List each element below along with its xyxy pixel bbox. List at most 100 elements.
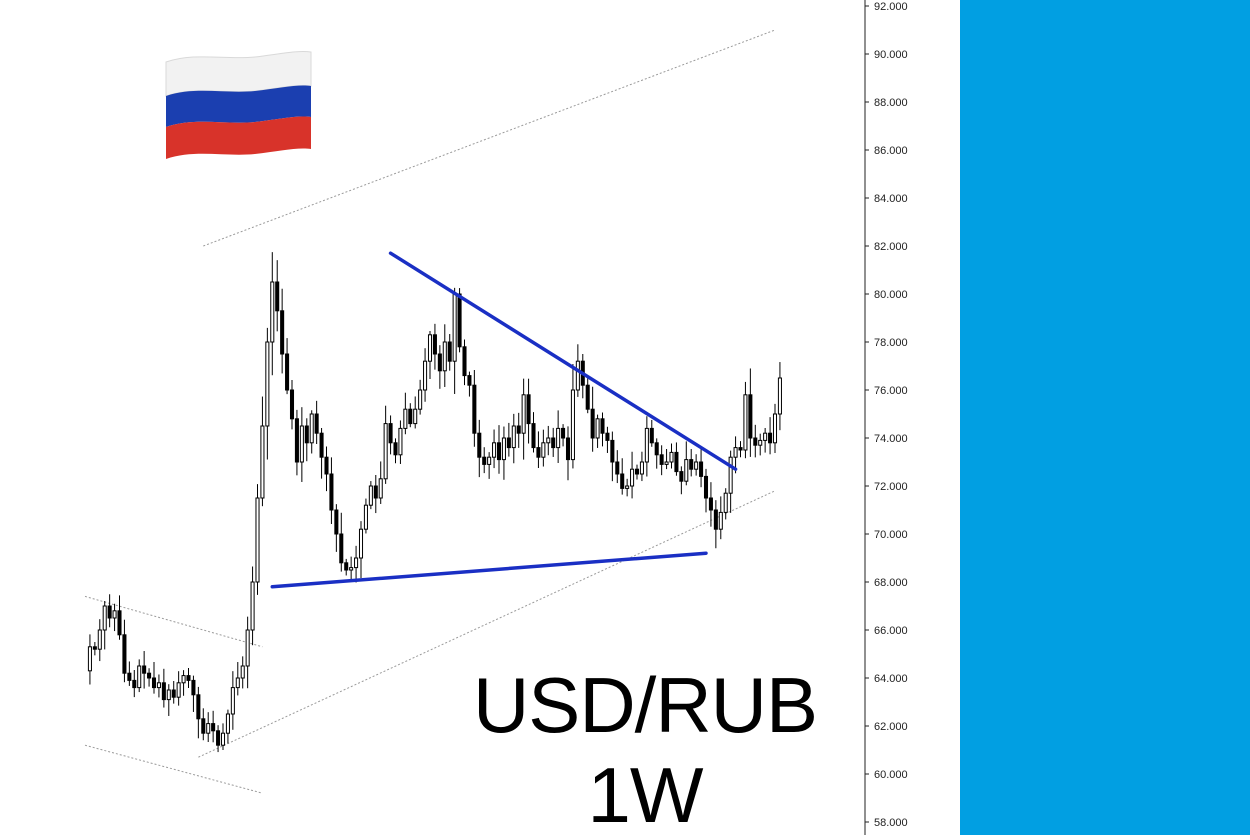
- candle: [679, 466, 684, 495]
- channel-line-1: [203, 29, 776, 247]
- channel-lines: [84, 29, 776, 794]
- candle: [161, 668, 166, 708]
- candle: [708, 482, 713, 527]
- candle: [501, 426, 506, 480]
- price-tick-label: 76.000: [874, 385, 908, 397]
- candle: [363, 498, 368, 534]
- resistance-trendline: [388, 251, 738, 471]
- candle: [600, 412, 605, 447]
- candle: [639, 451, 644, 482]
- price-tick-label: 60.000: [874, 769, 908, 781]
- candle: [452, 287, 457, 394]
- candle: [565, 426, 571, 481]
- channel-line-4: [84, 744, 263, 794]
- candle: [176, 671, 181, 706]
- candle: [255, 484, 260, 595]
- price-tick-label: 80.000: [874, 289, 908, 301]
- candle: [772, 403, 778, 454]
- candle: [142, 651, 147, 689]
- candle: [151, 662, 157, 694]
- candle: [334, 504, 339, 552]
- candle: [457, 288, 462, 353]
- candle: [487, 452, 492, 479]
- candle: [358, 521, 364, 578]
- price-axis: 92.000 90.000 88.000 86.000 84.000 82.000 80.0…: [864, 0, 908, 835]
- candle: [743, 381, 748, 459]
- pair-label: USD/RUB: [472, 661, 818, 749]
- candle: [220, 723, 226, 751]
- candle: [531, 412, 536, 453]
- candle: [339, 512, 344, 572]
- candle: [171, 680, 176, 704]
- candle: [285, 338, 290, 395]
- candle: [260, 396, 265, 507]
- candle: [122, 619, 127, 683]
- chart-title-overlay: USD/RUB 1W: [440, 660, 850, 840]
- price-tick-label: 62.000: [874, 721, 908, 733]
- candle: [304, 418, 309, 462]
- candle: [585, 375, 590, 414]
- candle: [270, 252, 275, 376]
- candle: [235, 662, 240, 696]
- candle: [329, 457, 334, 525]
- candle: [689, 449, 694, 477]
- candle: [87, 634, 92, 685]
- price-tick-label: 58.000: [874, 817, 908, 829]
- candle: [225, 709, 230, 744]
- candle: [206, 712, 211, 743]
- candle: [201, 708, 206, 741]
- candle: [314, 400, 319, 444]
- candle: [467, 371, 472, 397]
- candle: [181, 670, 186, 696]
- price-tick-label: 82.000: [874, 241, 908, 253]
- candles: [87, 252, 782, 753]
- candle: [699, 447, 704, 488]
- price-tick-label: 74.000: [874, 433, 908, 445]
- candle: [758, 433, 763, 456]
- side-panel: [960, 0, 1250, 835]
- candle: [684, 441, 689, 486]
- candle: [373, 474, 378, 514]
- candle: [216, 725, 221, 753]
- candle: [713, 500, 718, 549]
- russia-flag-icon: [165, 51, 312, 159]
- candle: [117, 595, 122, 640]
- candle: [768, 417, 773, 455]
- candle: [536, 431, 541, 468]
- candle: [289, 380, 295, 430]
- candle: [186, 668, 191, 688]
- candle: [265, 327, 270, 460]
- candle: [354, 545, 359, 583]
- candle: [245, 616, 250, 689]
- candle: [423, 348, 428, 402]
- candle: [275, 260, 280, 332]
- candle: [625, 478, 630, 497]
- price-tick-label: 64.000: [874, 673, 908, 685]
- candle: [432, 323, 437, 370]
- candle: [516, 412, 521, 448]
- candle: [388, 415, 393, 455]
- price-tick-label: 84.000: [874, 193, 908, 205]
- candle: [763, 428, 768, 453]
- candle: [408, 403, 413, 428]
- candle: [703, 468, 709, 513]
- candle: [718, 496, 723, 540]
- candle: [659, 445, 664, 476]
- candle: [590, 386, 595, 452]
- price-tick-label: 72.000: [874, 481, 908, 493]
- candle: [344, 558, 349, 576]
- candle: [728, 450, 733, 513]
- price-tick-label: 68.000: [874, 577, 908, 589]
- trendlines: [270, 251, 738, 589]
- candle: [383, 405, 388, 484]
- candle: [620, 458, 625, 495]
- candle: [230, 671, 235, 730]
- candle: [191, 675, 196, 712]
- candle: [526, 378, 531, 444]
- candle: [102, 600, 107, 650]
- candle: [299, 407, 304, 482]
- candle: [132, 670, 137, 698]
- candle: [506, 422, 511, 457]
- price-tick-label: 88.000: [874, 97, 908, 109]
- support-trendline: [270, 551, 708, 589]
